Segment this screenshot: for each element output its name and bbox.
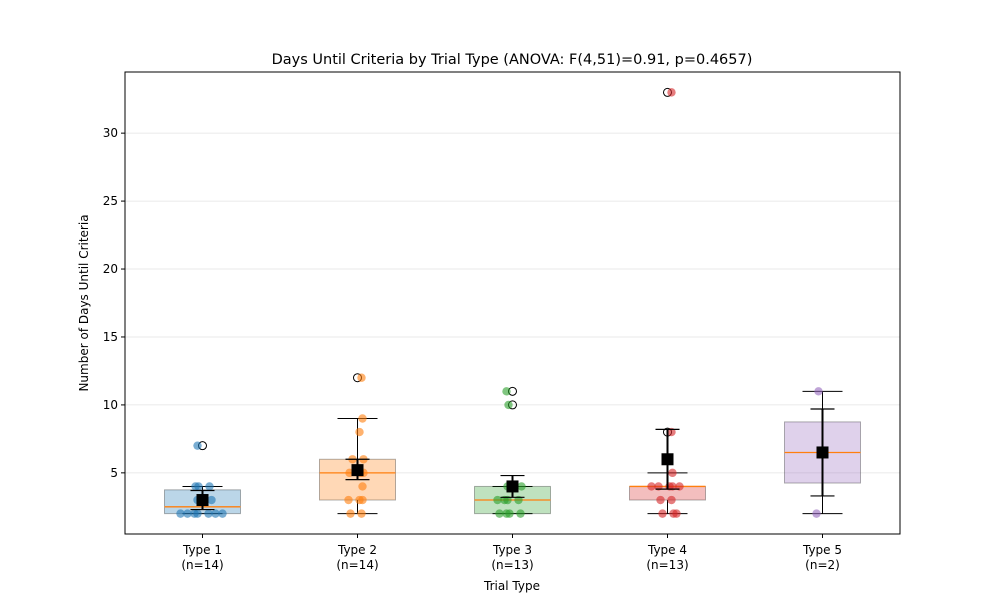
x-tick-label: Type 2 [337, 543, 377, 557]
x-tick-count-label: (n=13) [491, 558, 533, 572]
data-point [358, 414, 367, 423]
x-axis-label: Trial Type [483, 579, 540, 593]
mean-ci-layer [190, 408, 835, 511]
data-point [667, 427, 676, 437]
y-tick-label: 20 [103, 262, 118, 276]
data-point [346, 509, 355, 518]
data-point [647, 482, 656, 491]
data-point [183, 509, 192, 518]
data-point [355, 427, 364, 437]
data-point [218, 509, 227, 518]
grid-lines [125, 132, 900, 474]
data-point [357, 509, 366, 518]
mean-marker-type-2 [351, 464, 364, 477]
data-point [211, 509, 220, 518]
data-point [358, 482, 367, 491]
plot-frame [124, 71, 901, 535]
data-point [504, 400, 513, 410]
mean-marker-type-1 [196, 494, 209, 507]
data-point [656, 495, 665, 505]
x-tick-count-label: (n=2) [805, 558, 840, 572]
data-point [493, 495, 502, 505]
data-point [204, 509, 213, 518]
data-point [207, 495, 216, 505]
y-tick-label: 25 [103, 194, 118, 208]
mean-marker-type-3 [506, 480, 519, 493]
y-axis-ticks: 5 10 15 20 25 30 [103, 126, 125, 480]
x-axis-ticks: Type 1(n=14)Type 2(n=14)Type 3(n=13)Type… [181, 534, 842, 572]
y-tick-label: 5 [110, 466, 118, 480]
y-tick-label: 30 [103, 126, 118, 140]
y-tick-label: 15 [103, 330, 118, 344]
data-point [654, 482, 663, 491]
chart-title: Days Until Criteria by Trial Type (ANOVA… [272, 52, 753, 68]
points-layer [176, 88, 823, 518]
data-point [814, 387, 823, 396]
data-point [495, 509, 504, 518]
data-point [667, 495, 676, 505]
data-point [672, 509, 681, 518]
data-point [358, 495, 367, 505]
data-point [357, 373, 366, 382]
data-point [500, 495, 509, 505]
y-tick-label: 10 [103, 398, 118, 412]
x-tick-label: Type 1 [182, 543, 222, 557]
data-point [668, 468, 677, 478]
x-tick-count-label: (n=13) [646, 558, 688, 572]
mean-marker-type-5 [816, 446, 829, 459]
data-point [191, 482, 200, 491]
data-point [812, 509, 821, 518]
data-point [667, 88, 676, 97]
data-point [658, 509, 667, 518]
mean-marker-type-4 [661, 453, 674, 466]
data-point [176, 509, 185, 518]
x-tick-count-label: (n=14) [181, 558, 223, 572]
data-point [193, 441, 202, 450]
data-point [502, 509, 511, 518]
data-point [517, 482, 526, 491]
data-point [344, 495, 353, 505]
x-tick-label: Type 4 [647, 543, 687, 557]
data-point [675, 482, 684, 491]
x-tick-count-label: (n=14) [336, 558, 378, 572]
data-point [502, 387, 511, 396]
data-point [205, 482, 214, 491]
x-tick-label: Type 3 [492, 543, 532, 557]
y-axis-label: Number of Days Until Criteria [77, 214, 91, 391]
data-point [516, 509, 525, 518]
x-tick-label: Type 5 [802, 543, 842, 557]
boxes-layer [164, 87, 861, 515]
data-point [190, 509, 199, 518]
data-point [668, 482, 677, 491]
data-point [514, 495, 523, 505]
